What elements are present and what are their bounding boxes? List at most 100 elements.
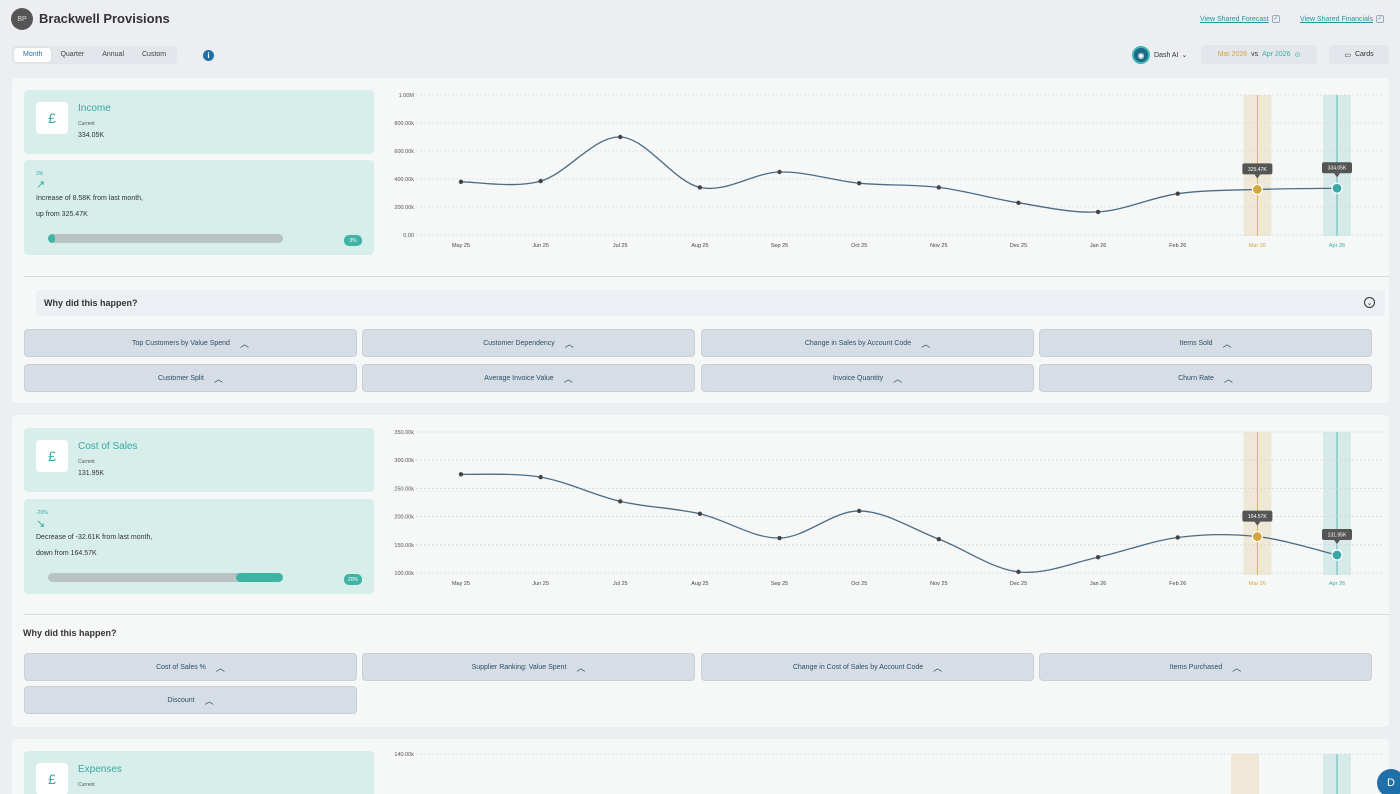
- tab-custom[interactable]: Custom: [142, 51, 167, 58]
- expenses-summary-card[interactable]: £ Expenses Current: [24, 751, 374, 794]
- current-label: Current: [78, 121, 95, 127]
- tab-month[interactable]: Month: [14, 48, 52, 62]
- chat-assistant-button[interactable]: D: [1377, 769, 1400, 794]
- data-point: [697, 511, 703, 516]
- x-tick-label: Mar 26: [1249, 243, 1266, 249]
- tab-quarter[interactable]: Quarter: [60, 51, 85, 58]
- data-point-previous: [1251, 530, 1263, 543]
- tooltip-label: 131.95K: [1328, 532, 1347, 538]
- reason-label: Invoice Quantity: [832, 374, 884, 382]
- data-point: [1095, 555, 1101, 560]
- reason-discount[interactable]: Discount ︿: [24, 686, 357, 714]
- reason-items-purchased[interactable]: Items Purchased ︿: [1039, 653, 1372, 681]
- reason-churn-rate[interactable]: Churn Rate ︿: [1039, 364, 1372, 392]
- view-shared-forecast-link[interactable]: View Shared Forecast ✓: [1200, 15, 1280, 23]
- x-tick-label: Dec 25: [1010, 243, 1027, 249]
- reason-supplier-ranking[interactable]: Supplier Ranking: Value Spent ︿: [362, 653, 695, 681]
- y-tick-label: 250.00k: [394, 486, 414, 492]
- change-description: Decrease of -32.61K from last month,: [36, 534, 153, 541]
- chevron-up-icon: ︿: [921, 338, 931, 349]
- progress-fill: [236, 573, 283, 582]
- income-change-card: 3% ↗ Increase of 8.58K from last month, …: [24, 160, 374, 255]
- data-point: [856, 181, 862, 186]
- series-line: [460, 473, 1338, 573]
- expenses-section: £ Expenses Current 120.00k140.00k: [12, 739, 1389, 794]
- x-tick-label: Jul 25: [613, 581, 628, 587]
- value-tooltip: [1242, 510, 1273, 522]
- income-summary-card[interactable]: £ Income Current 334.05K: [24, 90, 374, 154]
- data-point: [856, 508, 862, 514]
- reason-top-customers[interactable]: Top Customers by Value Spend ︿: [24, 329, 357, 357]
- reason-change-sales-account[interactable]: Change in Sales by Account Code ︿: [701, 329, 1034, 357]
- reason-average-invoice-value[interactable]: Average Invoice Value ︿: [362, 364, 695, 392]
- series-line: [460, 136, 1338, 213]
- chevron-up-icon: ︿: [239, 338, 249, 349]
- view-shared-financials-link[interactable]: View Shared Financials ✓: [1300, 15, 1385, 23]
- value-tooltip: [1322, 162, 1352, 174]
- data-point: [618, 134, 623, 140]
- y-tick-label: 400.00k: [394, 177, 414, 183]
- reason-cost-of-sales-pct[interactable]: Cost of Sales % ︿: [24, 653, 357, 681]
- change-percent: -20%: [36, 510, 48, 516]
- previous-month-band: [1231, 754, 1259, 794]
- dash-ai-icon: ◉: [1132, 46, 1150, 64]
- reason-label: Items Sold: [1179, 339, 1213, 347]
- metric-name: Income: [78, 103, 111, 114]
- reason-customer-split[interactable]: Customer Split ︿: [24, 364, 357, 392]
- check-icon: ✓: [1376, 15, 1385, 23]
- x-tick-label: Dec 25: [1010, 581, 1027, 587]
- chevron-up-icon: ︿: [204, 695, 214, 706]
- compare-vs: vs: [1251, 51, 1259, 58]
- data-point-current: [1331, 182, 1343, 194]
- progress-pill: 20%: [344, 574, 362, 585]
- reason-label: Cost of Sales %: [156, 663, 206, 671]
- reason-change-cos-account[interactable]: Change in Cost of Sales by Account Code ︿: [701, 653, 1034, 681]
- tab-annual[interactable]: Annual: [102, 51, 124, 58]
- x-tick-label: Oct 25: [851, 581, 867, 587]
- data-point: [936, 536, 942, 542]
- chevron-up-icon: ︿: [563, 373, 573, 384]
- x-tick-label: Sep 25: [771, 243, 788, 249]
- x-tick-label: Jan 26: [1090, 581, 1107, 587]
- change-previous: up from 325.47K: [36, 211, 88, 218]
- x-tick-label: Mar 26: [1249, 581, 1266, 587]
- reason-label: Churn Rate: [1178, 374, 1214, 382]
- tooltip-label: 334.05K: [1328, 166, 1347, 172]
- data-point: [538, 178, 543, 184]
- view-shared-financials-label: View Shared Financials: [1300, 15, 1374, 23]
- company-avatar[interactable]: BP: [11, 8, 33, 30]
- change-previous: down from 164.57K: [36, 550, 97, 557]
- value-tooltip: [1322, 528, 1352, 540]
- info-icon[interactable]: i: [203, 50, 214, 61]
- why-panel-header[interactable]: Why did this happen? ⌄: [36, 290, 1385, 316]
- data-point: [936, 185, 942, 190]
- reason-items-sold[interactable]: Items Sold ︿: [1039, 329, 1372, 357]
- income-line-chart: 0.00 200.00k 400.00k 600.00k 800.00k 1.00M May…: [394, 93, 1382, 249]
- cards-button[interactable]: ▭ Cards: [1329, 45, 1389, 64]
- compare-to-month: Apr 2026: [1262, 51, 1291, 58]
- y-tick-label: 300.00k: [394, 458, 414, 464]
- cost-of-sales-chart: 100.00k 150.00k 200.00k 250.00k 300.00k 350.0…: [382, 425, 1382, 595]
- current-label: Current: [78, 782, 95, 788]
- cost-of-sales-change-card: -20% ↘ Decrease of -32.61K from last mon…: [24, 499, 374, 594]
- cost-of-sales-summary-card[interactable]: £ Cost of Sales Current 131.95K: [24, 428, 374, 492]
- chevron-down-circle-icon[interactable]: ⌄: [1364, 297, 1375, 308]
- x-tick-label: Oct 25: [851, 243, 867, 249]
- pound-icon: £: [36, 102, 68, 134]
- month-compare-selector[interactable]: Mar 2026 vs Apr 2026 ⊙: [1201, 45, 1317, 64]
- data-point: [1095, 209, 1101, 215]
- data-point: [1016, 569, 1021, 575]
- tooltip-label: 164.57K: [1248, 514, 1267, 520]
- data-point: [1175, 535, 1180, 540]
- chevron-up-icon: ︿: [564, 338, 574, 349]
- dash-ai-button[interactable]: ◉ Dash AI ⌄: [1132, 45, 1187, 65]
- data-point: [458, 472, 464, 477]
- reason-customer-dependency[interactable]: Customer Dependency ︿: [362, 329, 695, 357]
- reason-label: Customer Dependency: [483, 339, 555, 347]
- view-shared-forecast-label: View Shared Forecast: [1200, 15, 1269, 23]
- x-tick-label: Aug 25: [691, 581, 708, 587]
- reason-invoice-quantity[interactable]: Invoice Quantity ︿: [701, 364, 1034, 392]
- reason-label: Items Purchased: [1169, 663, 1223, 671]
- chevron-up-icon: ︿: [1232, 662, 1242, 673]
- expenses-chart: 120.00k140.00k: [382, 745, 1382, 794]
